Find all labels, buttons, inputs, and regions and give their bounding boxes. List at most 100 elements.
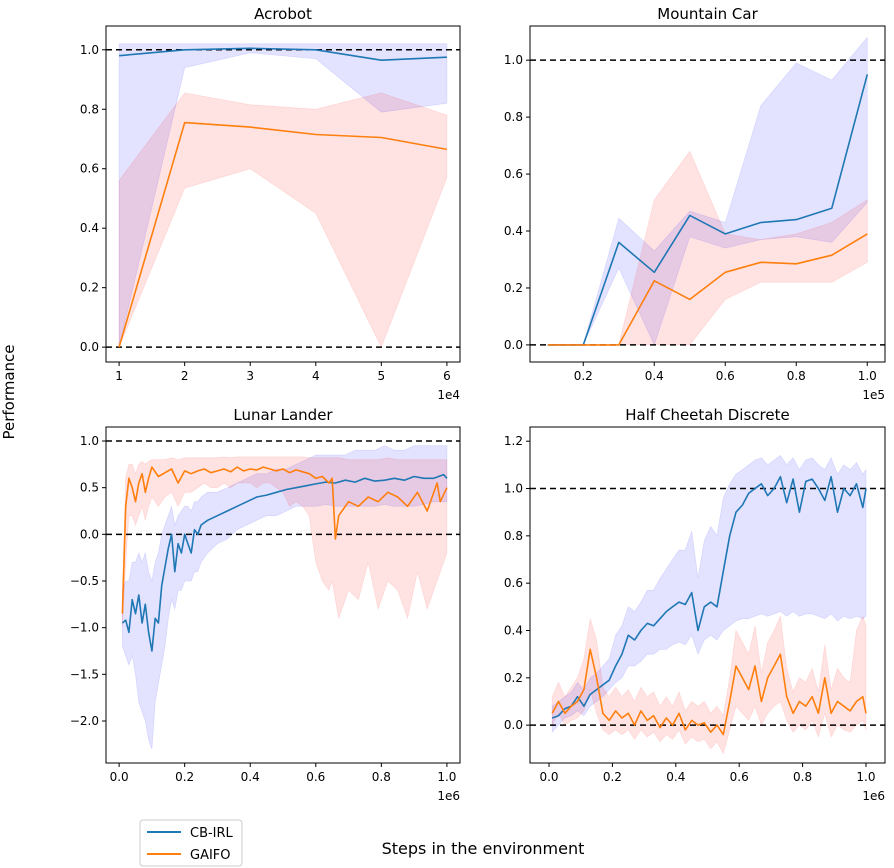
point-gaifo [256,469,258,471]
point-gaifo [183,470,185,472]
point-gaifo [709,731,711,733]
point-gaifo [223,468,225,470]
point-gaifo [564,712,566,714]
point-gaifo [121,612,123,614]
point-gaifo [128,477,130,479]
point-gaifo [203,468,205,470]
point-gaifo [748,688,750,690]
x-tick-label: 0.4 [645,369,664,383]
point-gaifo [295,469,297,471]
point-cb-irl [767,494,769,496]
point-cb-irl [798,511,800,513]
point-cb-irl [684,603,686,605]
point-gaifo [170,468,172,470]
plot-area [530,36,885,346]
point-cb-irl [741,504,743,506]
band-cb-irl [551,454,867,734]
point-gaifo [446,486,448,488]
point-gaifo [849,710,851,712]
x-offset-label: 1e5 [862,388,885,402]
point-cb-irl [602,684,604,686]
point-cb-irl [374,480,376,482]
point-cb-irl [748,492,750,494]
x-tick-label: 2 [181,369,189,383]
y-tick-label: 0.0 [504,718,523,732]
point-cb-irl [608,679,610,681]
point-gaifo [595,677,597,679]
x-tick-label: 1 [115,369,123,383]
point-cb-irl [147,631,149,633]
subplots-group: 1 2 3 4 5 6 0.0 0.2 0.4 0.6 0.8 1.0 1e4 Acrobot 0.2 0.4… [70,5,886,803]
point-cb-irl [151,650,153,652]
point-cb-irl [627,634,629,636]
point-gaifo [652,714,654,716]
point-gaifo [210,472,212,474]
point-cb-irl [805,480,807,482]
point-gaifo [144,491,146,493]
point-cb-irl [134,612,136,614]
point-gaifo [547,344,549,346]
point-gaifo [602,712,604,714]
y-tick-label: 0.6 [504,576,523,590]
point-gaifo [249,126,251,128]
point-cb-irl [442,473,444,475]
point-cb-irl [334,482,336,484]
y-tick-label: −1.0 [70,621,99,635]
point-cb-irl [246,500,248,502]
plot-area [530,454,885,755]
x-tick-label: 0.6 [716,369,735,383]
band-cb-irl [118,43,448,348]
line-cb-irl [551,475,867,719]
point-gaifo [406,505,408,507]
x-tick-label: 1.0 [437,770,456,784]
point-cb-irl [315,49,317,51]
point-gaifo [866,233,868,235]
point-gaifo [269,468,271,470]
y-tick-label: 0.0 [504,338,523,352]
subplot-title: Mountain Car [657,5,758,23]
figure-xlabel: Steps in the environment [382,839,585,858]
point-cb-irl [754,487,756,489]
point-gaifo [831,254,833,256]
point-gaifo [164,472,166,474]
point-cb-irl [157,622,159,624]
point-cb-irl [830,475,832,477]
legend-label-cb-irl: CB-IRL [190,826,234,841]
point-cb-irl [249,47,251,49]
plot-area [106,440,460,750]
x-tick-label: 0.8 [372,770,391,784]
point-cb-irl [716,606,718,608]
y-tick-label: 0.6 [80,162,99,176]
point-cb-irl [773,487,775,489]
point-cb-irl [315,483,317,485]
point-gaifo [811,696,813,698]
point-cb-irl [190,552,192,554]
x-offset-label: 1e6 [437,789,460,803]
point-gaifo [805,705,807,707]
point-cb-irl [265,494,267,496]
subplot-title: Acrobot [254,5,312,23]
point-cb-irl [423,477,425,479]
point-gaifo [338,514,340,516]
point-cb-irl [665,610,667,612]
point-cb-irl [703,606,705,608]
point-cb-irl [354,481,356,483]
figure-ylabel: Performance [0,344,18,439]
point-cb-irl [177,542,179,544]
plot-area [106,43,460,349]
point-cb-irl [305,485,307,487]
y-tick-label: 0.2 [504,671,523,685]
point-gaifo [141,472,143,474]
point-cb-irl [380,59,382,61]
point-cb-irl [576,696,578,698]
point-gaifo [177,482,179,484]
axes-frame [105,25,461,363]
y-tick-label: 0.0 [80,527,99,541]
x-offset-label: 1e4 [437,388,460,402]
x-tick-label: 1.0 [858,369,877,383]
point-cb-irl [128,631,130,633]
y-tick-label: 0.6 [504,167,523,181]
point-cb-irl [659,617,661,619]
point-gaifo [798,700,800,702]
